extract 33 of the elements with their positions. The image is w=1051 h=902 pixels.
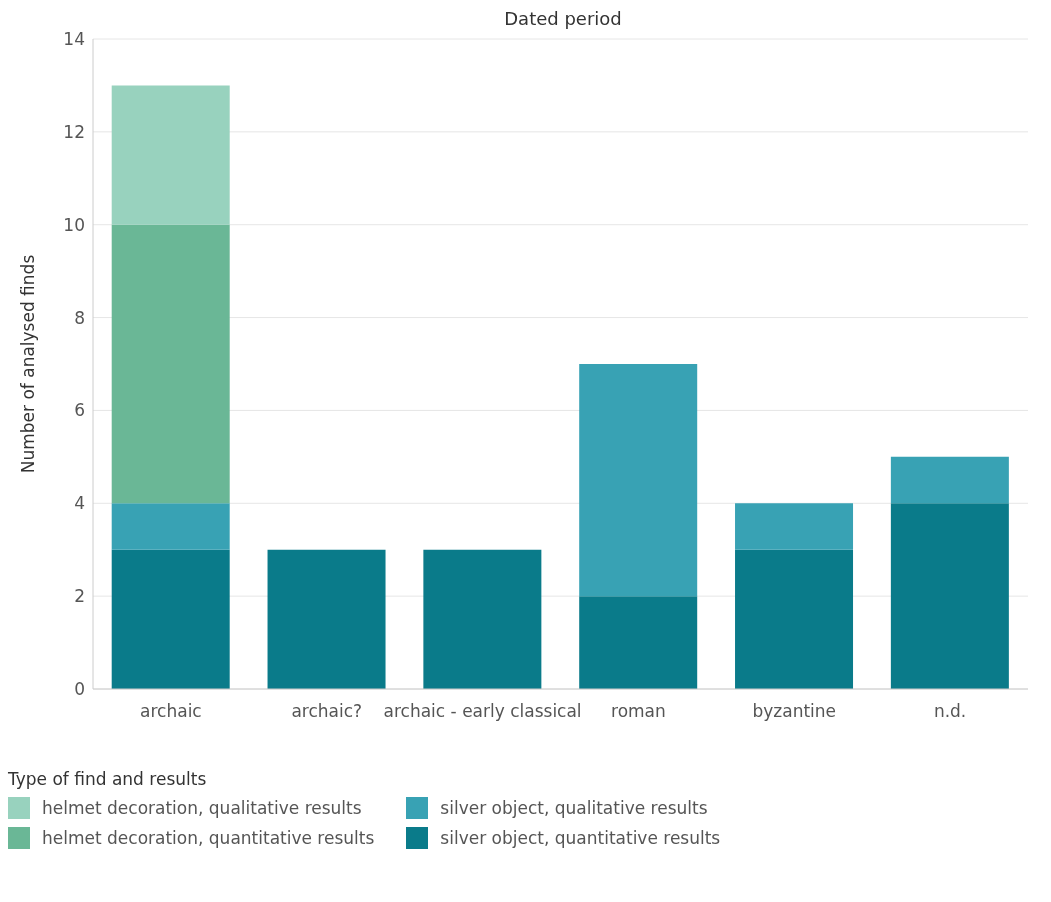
legend-title: Type of find and results xyxy=(8,769,208,789)
bar xyxy=(111,549,230,689)
legend-label: silver object, qualitative results xyxy=(439,797,709,820)
bar xyxy=(890,503,1009,689)
y-tick-label: 14 xyxy=(63,29,85,50)
bar xyxy=(579,364,698,597)
x-tick-label: n.d. xyxy=(933,701,967,722)
bar xyxy=(890,456,1009,504)
y-tick-label: 2 xyxy=(74,586,85,607)
bar xyxy=(111,503,230,550)
y-tick-label: 4 xyxy=(74,493,85,514)
x-tick-label: archaic - early classical xyxy=(383,701,582,722)
x-tick-label: archaic xyxy=(140,701,202,722)
chart-title: Dated period xyxy=(503,8,623,29)
legend-label: helmet decoration, quantitative results xyxy=(41,827,375,850)
bar xyxy=(111,224,230,504)
bar xyxy=(267,549,386,689)
bar xyxy=(423,549,542,689)
bar xyxy=(735,549,854,689)
y-tick-label: 12 xyxy=(63,121,85,142)
x-tick-label: roman xyxy=(611,701,666,722)
y-tick-label: 6 xyxy=(74,400,85,421)
x-tick-label: byzantine xyxy=(752,701,837,722)
legend-label: silver object, quantitative results xyxy=(439,827,721,850)
legend-label: helmet decoration, qualitative results xyxy=(41,797,363,820)
y-tick-label: 0 xyxy=(74,679,85,700)
bar xyxy=(579,596,698,689)
y-axis-title: Number of analysed finds xyxy=(18,254,39,474)
bar xyxy=(735,503,854,550)
y-tick-label: 8 xyxy=(74,307,85,328)
x-tick-label: archaic? xyxy=(291,701,363,722)
bar xyxy=(111,85,230,225)
y-tick-label: 10 xyxy=(63,214,85,235)
